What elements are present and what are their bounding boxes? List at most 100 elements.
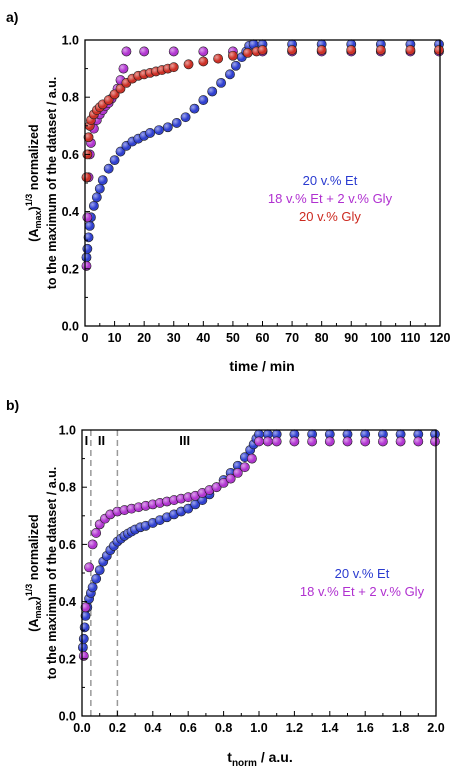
panel-b-x-ticks: 0.0 0.2 0.4 0.6 0.8 1.0 1.2 1.4 1.6 1.8 2.0 [73, 711, 445, 735]
panel-b-x-tick-label: 0.0 [73, 721, 90, 735]
panel-a-series-3-point-shade [169, 62, 179, 72]
panel-b-series-2-point-shade [430, 436, 440, 447]
panel-b-series-2-point-shade [378, 436, 388, 447]
panel-b-region-label-i: I [85, 433, 89, 448]
panel-a-x-tick-label: 50 [226, 331, 240, 345]
panel-b-series-2-point-shade [254, 436, 264, 447]
panel-b-region-labels: I II III [85, 433, 190, 448]
panel-b-series-1-point-shade [396, 429, 406, 439]
svg-text:to the maximum of the dataset: to the maximum of the dataset / a.u. [45, 77, 59, 290]
panel-b-legend: 20 v.% Et 18 v.% Et + 2 v.% Gly [300, 566, 425, 599]
panel-a-x-tick-label: 90 [344, 331, 358, 345]
panel-b-legend-et-gly: 18 v.% Et + 2 v.% Gly [300, 584, 425, 599]
panel-a-series-3-point-shade [243, 48, 253, 58]
panel-a-series-2-point-shade [139, 46, 149, 57]
panel-b-series-2-point-shade [88, 539, 98, 550]
panel-b-series-1-point-shade [307, 429, 317, 439]
panel-a-series-1-point-shade [207, 86, 217, 97]
panel-a-series-1-point-shade [115, 146, 126, 157]
panel-a-points [81, 39, 444, 271]
panel-a-y-tick-label: 0.8 [62, 91, 79, 105]
panel-b-reference-lines [90, 430, 119, 716]
panel-a-series-1-point-shade [216, 78, 226, 88]
panel-b-x-tick-label: 1.2 [286, 721, 303, 735]
panel-b-series-1-point-shade [325, 429, 335, 439]
panel-a-x-tick-label: 120 [430, 331, 451, 345]
panel-b-series-2-point-shade [247, 454, 257, 464]
panel-a-x-tick-label: 40 [196, 331, 210, 345]
panel-a-legend-gly: 20 v.% Gly [299, 209, 361, 224]
panel-a: a) 0 10 20 30 40 50 60 70 80 90 100 110 120 0.00.20.… [6, 9, 450, 374]
panel-b-series-1-point-shade [342, 429, 353, 439]
panel-a-y-ticks: 0.0 0.2 0.4 0.6 0.8 1.0 [62, 34, 90, 334]
panel-b-series-1-point-shade [272, 429, 282, 439]
panel-b-region-label-ii: II [98, 433, 105, 448]
panel-a-x-tick-label: 70 [285, 331, 299, 345]
panel-a-x-ticks: 0 10 20 30 40 50 60 70 80 90 100 110 120 [82, 321, 451, 345]
panel-a-series-1-point-shade [163, 122, 173, 132]
panel-b-x-tick-label: 1.6 [357, 721, 374, 735]
panel-a-series-1-point-shade [82, 244, 92, 254]
panel-b-x-tick-label: 0.6 [180, 721, 197, 735]
panel-a-x-tick-label: 80 [315, 331, 329, 345]
panel-b-series-1-point-shade [190, 499, 200, 509]
panel-a-y-tick-label: 0.0 [62, 320, 79, 334]
panel-a-series-1-point-shade [104, 164, 114, 174]
panel-b-legend-et: 20 v.% Et [335, 566, 390, 581]
panel-a-series-3-point-shade [104, 95, 114, 105]
panel-b-y-tick-label: 0.6 [59, 538, 76, 552]
panel-a-series-1-point-shade [180, 112, 191, 122]
panel-b-series-2-point-shade [263, 436, 273, 447]
panel-a-x-axis-label: time / min [229, 358, 294, 374]
panel-b-series-1-point-shade [430, 429, 440, 439]
svg-text:to the maximum of the dataset: to the maximum of the dataset / a.u. [45, 467, 59, 680]
panel-a-legend-et: 20 v.% Et [303, 173, 358, 188]
panel-a-x-tick-label: 20 [137, 331, 151, 345]
panel-a-series-1-point-shade [231, 61, 241, 71]
panel-a-series-2-point-shade [81, 261, 92, 271]
panel-b-y-tick-label: 0.8 [59, 481, 76, 495]
panel-a-x-tick-label: 60 [256, 331, 270, 345]
panel-a-series-1-point-shade [109, 155, 120, 165]
panel-a-series-2-point-shade [121, 46, 132, 57]
panel-b-series-1-point-shade [91, 574, 101, 584]
panel-b-series-2-point-shade [219, 478, 229, 488]
panel-a-x-tick-label: 100 [370, 331, 391, 345]
panel-b-label: b) [6, 397, 19, 413]
panel-b-y-tick-label: 1.0 [59, 424, 76, 438]
panel-b-series-1-point-shade [95, 565, 105, 575]
panel-a-legend: 20 v.% Et 18 v.% Et + 2 v.% Gly 20 v.% G… [268, 173, 393, 224]
panel-a-series-3-point-shade [257, 45, 268, 55]
panel-a-series-3-point-shade [434, 45, 444, 55]
panel-b-series-2-point-shade [91, 528, 101, 538]
panel-a-series-1-point-shade [172, 118, 182, 128]
panel-a-series-1-point-shade [95, 184, 105, 194]
panel-b-x-tick-label: 0.4 [144, 721, 161, 735]
panel-a-series-1-point-shade [189, 104, 200, 114]
panel-b-y-tick-label: 0.2 [59, 652, 76, 666]
panel-a-x-tick-label: 0 [82, 331, 89, 345]
panel-a-series-2-point-shade [169, 46, 179, 57]
panel-a-label: a) [6, 9, 18, 25]
panel-a-series-1-point-shade [154, 125, 164, 135]
panel-a-series-1-point-shade [89, 201, 99, 211]
panel-b-series-2-point-shade [226, 474, 236, 484]
panel-a-series-1-point-shade [83, 232, 94, 242]
panel-a-series-3-point-shade [376, 45, 386, 55]
svg-text:(Amax)1/3 normalized: (Amax)1/3 normalized [24, 514, 43, 631]
panel-b-series-2-point-shade [240, 462, 250, 472]
panel-b-x-tick-label: 2.0 [427, 721, 444, 735]
panel-a-series-3-point-shade [198, 56, 208, 67]
panel-b-series-1-point-shade [289, 429, 299, 439]
panel-b-series-1-point-shade [263, 429, 273, 439]
panel-b: b) I II III 0.0 0.2 0.4 0.6 0.8 1.0 1.2 1.4 1.6 1… [6, 397, 445, 767]
panel-a-x-tick-label: 110 [400, 331, 420, 345]
panel-b-series-2-point-shade [80, 602, 91, 612]
panel-a-series-2-point-shade [198, 46, 208, 57]
panel-a-series-1-point-shade [92, 192, 102, 202]
panel-a-y-tick-label: 0.6 [62, 148, 79, 162]
panel-b-points [77, 429, 440, 661]
panel-b-series-2-point-shade [211, 482, 222, 492]
panel-b-series-1-point-shade [79, 634, 89, 644]
